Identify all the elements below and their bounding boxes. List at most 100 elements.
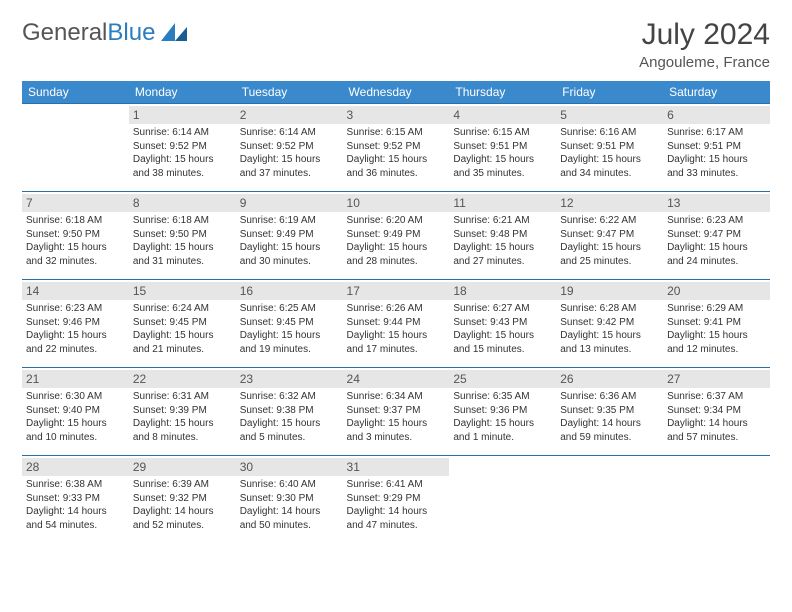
day-number: 17 — [343, 282, 450, 300]
sunrise-text: Sunrise: 6:29 AM — [667, 302, 766, 316]
daylight-text: Daylight: 14 hours and 52 minutes. — [133, 505, 232, 532]
location-label: Angouleme, France — [639, 54, 770, 71]
day-number: 30 — [236, 458, 343, 476]
sunrise-text: Sunrise: 6:37 AM — [667, 390, 766, 404]
sunset-text: Sunset: 9:52 PM — [133, 140, 232, 154]
sunset-text: Sunset: 9:51 PM — [453, 140, 552, 154]
day-number: 12 — [556, 194, 663, 212]
calendar-week-row: 14Sunrise: 6:23 AMSunset: 9:46 PMDayligh… — [22, 280, 770, 368]
sunset-text: Sunset: 9:52 PM — [240, 140, 339, 154]
calendar-day-cell: 14 Sunrise: 6:23 AMSunset: 9:46 PMDayligh… — [22, 280, 129, 368]
daylight-text: Daylight: 15 hours and 37 minutes. — [240, 153, 339, 180]
sunrise-text: Sunrise: 6:21 AM — [453, 214, 552, 228]
day-number: 24 — [343, 370, 450, 388]
daylight-text: Daylight: 14 hours and 59 minutes. — [560, 417, 659, 444]
sunrise-text: Sunrise: 6:16 AM — [560, 126, 659, 140]
daylight-text: Daylight: 15 hours and 28 minutes. — [347, 241, 446, 268]
sunset-text: Sunset: 9:45 PM — [133, 316, 232, 330]
sunset-text: Sunset: 9:38 PM — [240, 404, 339, 418]
weekday-header: Thursday — [449, 81, 556, 104]
calendar-day-cell: 6Sunrise: 6:17 AMSunset: 9:51 PMDaylight… — [663, 104, 770, 192]
sunset-text: Sunset: 9:47 PM — [667, 228, 766, 242]
day-number: 25 — [449, 370, 556, 388]
daylight-text: Daylight: 15 hours and 21 minutes. — [133, 329, 232, 356]
day-number: 8 — [129, 194, 236, 212]
calendar-day-cell — [663, 456, 770, 544]
sunset-text: Sunset: 9:34 PM — [667, 404, 766, 418]
sunrise-text: Sunrise: 6:28 AM — [560, 302, 659, 316]
calendar-day-cell: 18Sunrise: 6:27 AMSunset: 9:43 PMDayligh… — [449, 280, 556, 368]
daylight-text: Daylight: 15 hours and 12 minutes. — [667, 329, 766, 356]
sunrise-text: Sunrise: 6:34 AM — [347, 390, 446, 404]
daylight-text: Daylight: 15 hours and 33 minutes. — [667, 153, 766, 180]
sunset-text: Sunset: 9:52 PM — [347, 140, 446, 154]
sunrise-text: Sunrise: 6:39 AM — [133, 478, 232, 492]
daylight-text: Daylight: 15 hours and 24 minutes. — [667, 241, 766, 268]
day-number: 19 — [556, 282, 663, 300]
day-number: 21 — [22, 370, 129, 388]
sunrise-text: Sunrise: 6:23 AM — [667, 214, 766, 228]
calendar-day-cell — [22, 104, 129, 192]
calendar-day-cell: 4Sunrise: 6:15 AMSunset: 9:51 PMDaylight… — [449, 104, 556, 192]
calendar-table: Sunday Monday Tuesday Wednesday Thursday… — [22, 81, 770, 544]
day-number: 28 — [22, 458, 129, 476]
sunset-text: Sunset: 9:32 PM — [133, 492, 232, 506]
daylight-text: Daylight: 15 hours and 15 minutes. — [453, 329, 552, 356]
sunrise-text: Sunrise: 6:41 AM — [347, 478, 446, 492]
daylight-text: Daylight: 14 hours and 57 minutes. — [667, 417, 766, 444]
sunrise-text: Sunrise: 6:15 AM — [453, 126, 552, 140]
daylight-text: Daylight: 14 hours and 50 minutes. — [240, 505, 339, 532]
weekday-header: Tuesday — [236, 81, 343, 104]
day-number: 16 — [236, 282, 343, 300]
sunrise-text: Sunrise: 6:32 AM — [240, 390, 339, 404]
sunrise-text: Sunrise: 6:35 AM — [453, 390, 552, 404]
calendar-day-cell: 9Sunrise: 6:19 AMSunset: 9:49 PMDaylight… — [236, 192, 343, 280]
sunset-text: Sunset: 9:49 PM — [240, 228, 339, 242]
day-number: 10 — [343, 194, 450, 212]
daylight-text: Daylight: 15 hours and 22 minutes. — [26, 329, 125, 356]
sunrise-text: Sunrise: 6:31 AM — [133, 390, 232, 404]
daylight-text: Daylight: 15 hours and 34 minutes. — [560, 153, 659, 180]
day-number: 13 — [663, 194, 770, 212]
calendar-day-cell: 5Sunrise: 6:16 AMSunset: 9:51 PMDaylight… — [556, 104, 663, 192]
sunset-text: Sunset: 9:46 PM — [26, 316, 125, 330]
day-number: 1 — [129, 106, 236, 124]
calendar-day-cell: 27Sunrise: 6:37 AMSunset: 9:34 PMDayligh… — [663, 368, 770, 456]
weekday-header: Friday — [556, 81, 663, 104]
sunrise-text: Sunrise: 6:22 AM — [560, 214, 659, 228]
sunset-text: Sunset: 9:48 PM — [453, 228, 552, 242]
sunset-text: Sunset: 9:41 PM — [667, 316, 766, 330]
calendar-day-cell: 22Sunrise: 6:31 AMSunset: 9:39 PMDayligh… — [129, 368, 236, 456]
calendar-week-row: 28Sunrise: 6:38 AMSunset: 9:33 PMDayligh… — [22, 456, 770, 544]
calendar-day-cell: 30Sunrise: 6:40 AMSunset: 9:30 PMDayligh… — [236, 456, 343, 544]
sunrise-text: Sunrise: 6:36 AM — [560, 390, 659, 404]
calendar-day-cell: 29Sunrise: 6:39 AMSunset: 9:32 PMDayligh… — [129, 456, 236, 544]
calendar-day-cell: 11Sunrise: 6:21 AMSunset: 9:48 PMDayligh… — [449, 192, 556, 280]
daylight-text: Daylight: 15 hours and 36 minutes. — [347, 153, 446, 180]
calendar-day-cell: 26Sunrise: 6:36 AMSunset: 9:35 PMDayligh… — [556, 368, 663, 456]
weekday-header-row: Sunday Monday Tuesday Wednesday Thursday… — [22, 81, 770, 104]
day-number: 31 — [343, 458, 450, 476]
calendar-week-row: 7Sunrise: 6:18 AMSunset: 9:50 PMDaylight… — [22, 192, 770, 280]
day-number: 5 — [556, 106, 663, 124]
day-number: 7 — [22, 194, 129, 212]
calendar-day-cell: 19Sunrise: 6:28 AMSunset: 9:42 PMDayligh… — [556, 280, 663, 368]
daylight-text: Daylight: 15 hours and 13 minutes. — [560, 329, 659, 356]
day-number: 15 — [129, 282, 236, 300]
sunrise-text: Sunrise: 6:19 AM — [240, 214, 339, 228]
daylight-text: Daylight: 15 hours and 35 minutes. — [453, 153, 552, 180]
sunset-text: Sunset: 9:50 PM — [26, 228, 125, 242]
calendar-day-cell: 17Sunrise: 6:26 AMSunset: 9:44 PMDayligh… — [343, 280, 450, 368]
sunset-text: Sunset: 9:51 PM — [667, 140, 766, 154]
sunset-text: Sunset: 9:45 PM — [240, 316, 339, 330]
day-number: 26 — [556, 370, 663, 388]
brand-part2: Blue — [107, 19, 155, 47]
sunset-text: Sunset: 9:50 PM — [133, 228, 232, 242]
calendar-day-cell: 16Sunrise: 6:25 AMSunset: 9:45 PMDayligh… — [236, 280, 343, 368]
day-number: 23 — [236, 370, 343, 388]
day-number: 14 — [22, 282, 129, 300]
calendar-week-row: 1Sunrise: 6:14 AMSunset: 9:52 PMDaylight… — [22, 104, 770, 192]
title-block: July 2024 Angouleme, France — [639, 18, 770, 71]
sunrise-text: Sunrise: 6:23 AM — [26, 302, 125, 316]
calendar-day-cell: 7Sunrise: 6:18 AMSunset: 9:50 PMDaylight… — [22, 192, 129, 280]
